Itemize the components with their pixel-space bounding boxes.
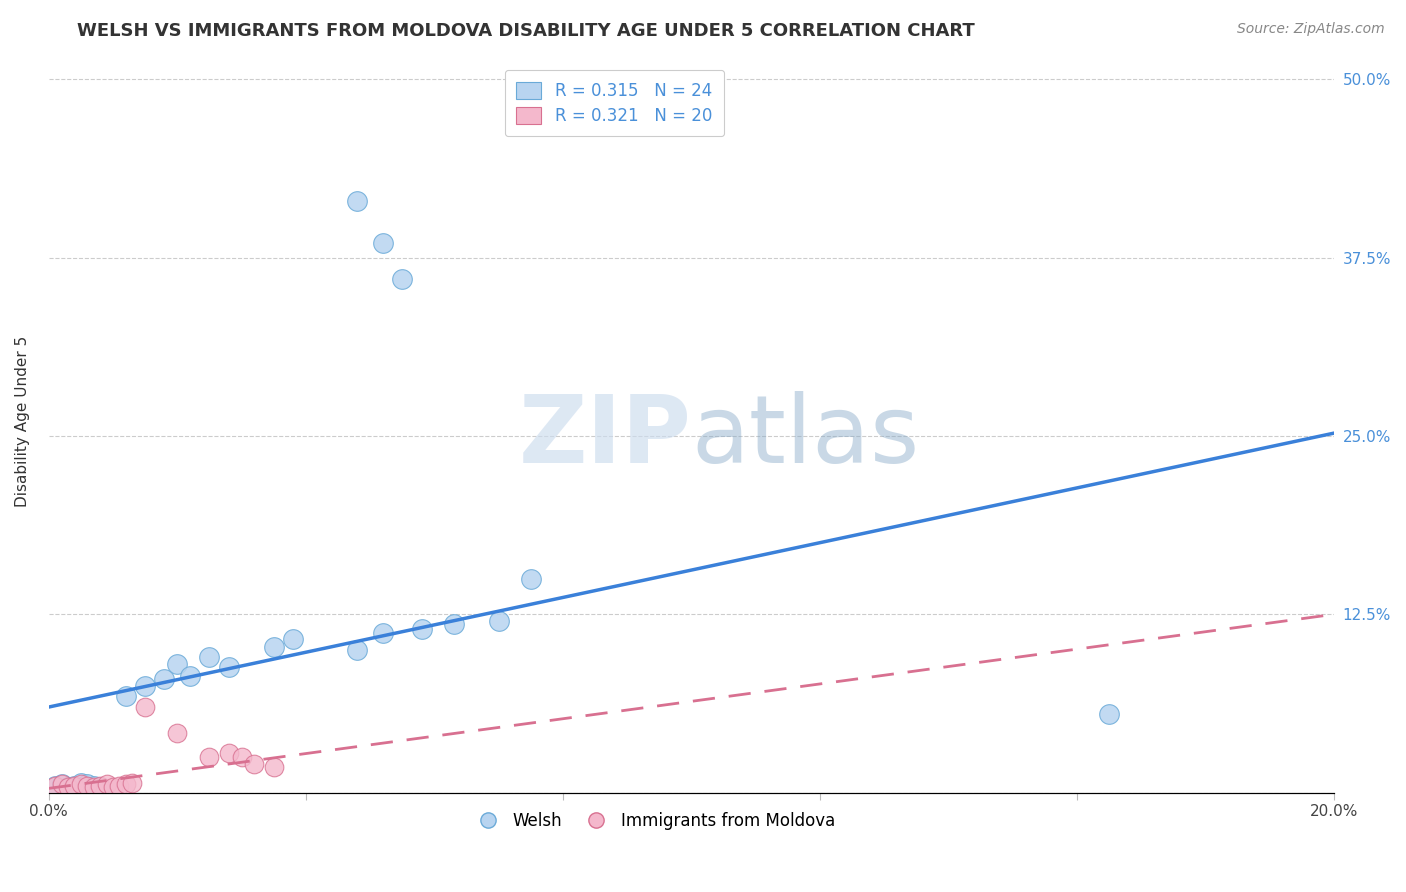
Point (76, 779, 98, 793)
Point (83, 779, 105, 793)
Point (371, 625, 394, 640)
Point (83, 780, 105, 794)
Point (51, 777, 73, 791)
Point (76, 777, 98, 791)
Legend: Welsh, Immigrants from Moldova: Welsh, Immigrants from Moldova (464, 805, 842, 837)
Point (134, 679, 156, 693)
Point (1098, 707, 1121, 722)
Point (44, 779, 66, 793)
Text: WELSH VS IMMIGRANTS FROM MOLDOVA DISABILITY AGE UNDER 5 CORRELATION CHART: WELSH VS IMMIGRANTS FROM MOLDOVA DISABIL… (77, 22, 976, 40)
Point (166, 725, 188, 739)
Point (263, 640, 285, 654)
Point (121, 775, 143, 789)
Point (411, 622, 433, 636)
Point (198, 750, 221, 764)
Point (218, 746, 240, 760)
Point (115, 689, 138, 703)
Point (243, 757, 266, 772)
Point (89, 779, 111, 793)
Point (63, 779, 86, 793)
Point (198, 650, 221, 665)
Text: atlas: atlas (692, 391, 920, 483)
Point (443, 617, 465, 632)
Point (89, 780, 111, 794)
Point (218, 660, 240, 674)
Point (346, 194, 368, 208)
Point (179, 668, 201, 682)
Point (44, 779, 66, 793)
Point (115, 777, 138, 791)
Point (51, 777, 73, 791)
Point (56, 780, 79, 794)
Point (108, 779, 131, 793)
Point (70, 777, 93, 791)
Point (281, 632, 304, 646)
Point (263, 760, 285, 774)
Point (166, 657, 188, 672)
Y-axis label: Disability Age Under 5: Disability Age Under 5 (15, 336, 30, 508)
Point (391, 272, 413, 286)
Point (520, 572, 543, 586)
Point (96, 777, 118, 791)
Point (70, 775, 93, 789)
Point (63, 779, 86, 793)
Point (56, 780, 79, 794)
Point (488, 615, 510, 629)
Point (371, 236, 394, 251)
Point (134, 700, 156, 714)
Text: ZIP: ZIP (519, 391, 692, 483)
Point (153, 672, 176, 686)
Point (231, 750, 253, 764)
Point (101, 780, 124, 794)
Text: Source: ZipAtlas.com: Source: ZipAtlas.com (1237, 22, 1385, 37)
Point (346, 643, 368, 657)
